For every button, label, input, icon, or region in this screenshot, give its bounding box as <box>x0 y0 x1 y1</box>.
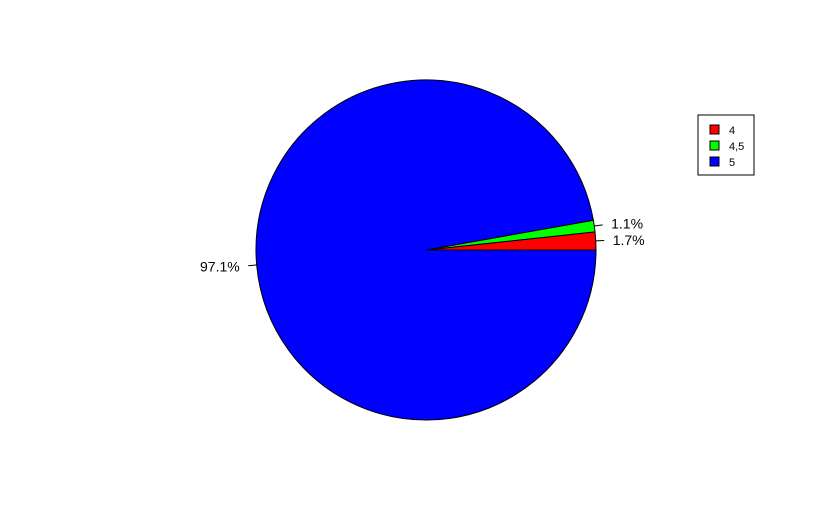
slice-label: 1.1% <box>611 216 643 232</box>
slice-labels: 1.7%1.1% 97.1% <box>200 216 645 275</box>
legend: 44,55 <box>697 114 755 176</box>
legend-box <box>697 114 755 176</box>
pie-slice-5 <box>255 79 597 421</box>
legend-swatch <box>709 156 720 167</box>
legend-swatch <box>709 124 720 135</box>
leader-line <box>248 264 257 267</box>
leader-line <box>594 224 603 227</box>
slice-label: 1.7% <box>613 232 645 248</box>
legend-label: 5 <box>729 157 735 169</box>
slice-label: 97.1% <box>200 258 240 274</box>
pie-slices <box>255 79 597 421</box>
legend-swatch <box>709 140 720 151</box>
legend-label: 4 <box>729 125 735 137</box>
legend-label: 4,5 <box>729 141 744 153</box>
